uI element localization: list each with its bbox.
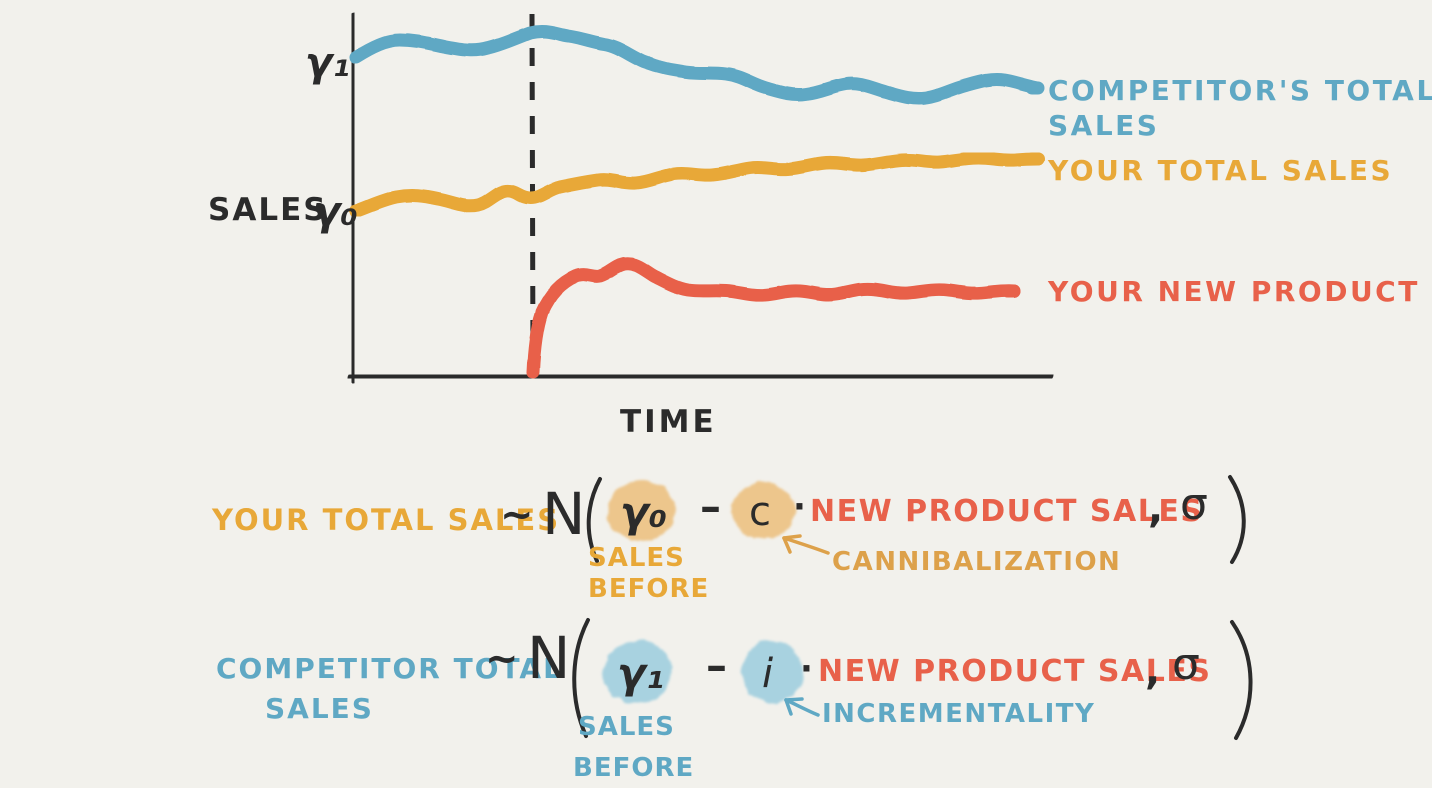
- eq1-open-paren: [586, 477, 602, 563]
- legend-label-competitor-line2: SALES: [1048, 109, 1159, 142]
- eq1-sigma: σ: [1180, 479, 1208, 530]
- eq1-under-note-line2: BEFORE: [588, 574, 709, 604]
- x-axis: [347, 369, 1054, 384]
- eq2-coef: i: [762, 651, 773, 697]
- eq1-tilde: ~: [500, 492, 534, 538]
- eq2-comma: ,: [1145, 648, 1160, 694]
- x-axis-title: TIME: [620, 404, 717, 440]
- eq1-comma: ,: [1148, 486, 1163, 532]
- equation-competitor-total-sales: COMPETITOR TOTAL SALES ~ N γ₁ – i · NEW …: [216, 618, 1253, 783]
- y-axis-title: SALES: [208, 192, 328, 228]
- eq2-close-paren: [1230, 620, 1253, 740]
- eq1-under-note-line1: SALES: [588, 543, 685, 573]
- y-tick-label-gamma1: γ₁: [305, 40, 350, 86]
- eq2-minus: –: [706, 641, 727, 690]
- eq2-sigma: σ: [1172, 639, 1200, 690]
- equation-your-total-sales: YOUR TOTAL SALES ~ N γ₀ – c · NEW PRODUC…: [211, 475, 1246, 604]
- eq1-annotation-label: CANNIBALIZATION: [832, 547, 1121, 577]
- eq2-term2: NEW PRODUCT SALES: [818, 654, 1211, 689]
- y-tick-label-gamma0: γ₀: [313, 189, 358, 235]
- eq2-lhs-line1: COMPETITOR TOTAL: [216, 652, 563, 685]
- eq1-term1-highlight: [607, 481, 675, 541]
- eq1-lhs: YOUR TOTAL SALES: [211, 503, 560, 537]
- eq1-coef-highlight: [732, 482, 794, 540]
- eq2-term1-highlight: [603, 640, 671, 704]
- legend-label-your-total-sales: YOUR TOTAL SALES: [1047, 154, 1393, 187]
- eq2-coef-highlight: [741, 641, 803, 703]
- eq1-term2: NEW PRODUCT SALES: [810, 494, 1203, 529]
- eq2-dot: ·: [800, 649, 813, 689]
- eq2-tilde: ~: [485, 636, 519, 682]
- legend-label-competitor-line1: COMPETITOR'S TOTAL: [1048, 74, 1432, 107]
- eq1-close-paren: [1228, 475, 1246, 564]
- eq2-lhs-line2: SALES: [265, 692, 374, 725]
- eq2-distribution-symbol: N: [527, 624, 570, 692]
- series-line-competitor: [349, 25, 1045, 105]
- eq2-under-note-line1: SALES: [578, 712, 675, 742]
- eq1-term1: γ₀: [620, 488, 667, 537]
- eq1-annotation-arrowhead: [782, 534, 802, 554]
- series-line-new-product: [526, 257, 1021, 379]
- eq2-annotation-arrowhead: [784, 697, 804, 716]
- eq2-open-paren: [572, 618, 590, 738]
- eq2-annotation-label: INCREMENTALITY: [822, 699, 1095, 729]
- series-line-your-total-sales: [349, 151, 1045, 218]
- eq1-dot: ·: [793, 487, 806, 527]
- eq1-coef: c: [749, 489, 771, 535]
- eq2-under-note-line2: BEFORE: [573, 753, 694, 783]
- legend-label-new-product: YOUR NEW PRODUCT: [1047, 275, 1420, 308]
- eq1-minus: –: [700, 482, 721, 531]
- eq1-distribution-symbol: N: [542, 480, 585, 548]
- eq2-term1: γ₁: [617, 649, 664, 698]
